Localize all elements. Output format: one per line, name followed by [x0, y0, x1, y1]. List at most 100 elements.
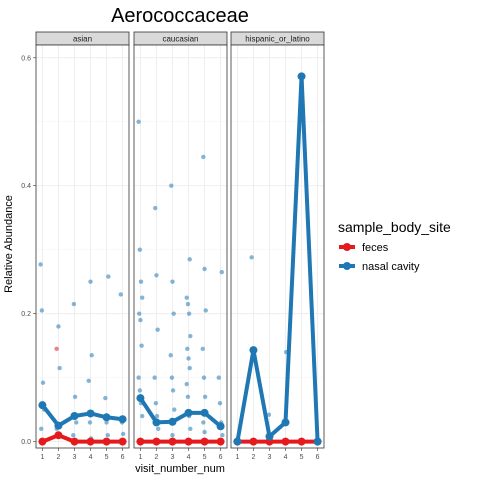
panel-background — [134, 45, 227, 448]
series-marker — [216, 422, 225, 431]
point-nasal-cavity — [103, 395, 108, 401]
series-marker — [200, 437, 209, 446]
facet-panel-hispanic_or_latino: hispanic_or_latino 1 2 3 4 5 6 — [230, 31, 325, 461]
chart-title: Aerococcaceae — [111, 5, 249, 27]
series-marker — [38, 401, 47, 410]
facet-panel-asian: asian 1 2 3 4 5 6 0.0 0.2 0.4 0.6 — [21, 31, 130, 461]
point-nasal-cavity — [170, 433, 175, 438]
series-marker — [313, 437, 322, 446]
series-marker — [265, 432, 274, 441]
series-marker — [70, 437, 79, 446]
x-tick-label: 4 — [187, 454, 191, 461]
point-nasal-cavity — [203, 308, 208, 313]
point-nasal-cavity — [184, 295, 189, 300]
x-tick-label: 5 — [203, 454, 207, 461]
series-marker — [249, 437, 258, 446]
legend-label: nasal cavity — [362, 261, 420, 273]
point-nasal-cavity — [106, 274, 111, 279]
point-nasal-cavity — [184, 381, 189, 387]
point-nasal-cavity — [56, 324, 61, 329]
point-nasal-cavity — [154, 273, 159, 278]
facet-strip-label: hispanic_or_latino — [245, 35, 310, 44]
point-nasal-cavity — [39, 426, 44, 432]
series-marker — [168, 417, 177, 426]
series-marker — [102, 437, 111, 446]
legend-key-marker — [343, 262, 351, 270]
point-nasal-cavity — [72, 394, 78, 400]
x-tick-label: 3 — [268, 454, 272, 461]
point-nasal-cavity — [186, 311, 192, 316]
point-nasal-cavity — [88, 279, 93, 284]
series-marker — [297, 72, 306, 81]
point-nasal-cavity — [170, 279, 175, 284]
point-nasal-cavity — [118, 292, 123, 297]
point-nasal-cavity — [200, 346, 205, 352]
series-marker — [152, 418, 161, 427]
panel-border — [35, 44, 130, 449]
x-tick-label: 1 — [40, 454, 44, 461]
point-nasal-cavity — [40, 380, 46, 385]
point-nasal-cavity — [266, 412, 272, 417]
series-marker — [297, 437, 306, 446]
point-nasal-cavity — [169, 375, 175, 380]
x-tick-label: 6 — [121, 454, 125, 461]
x-tick-label: 6 — [316, 454, 320, 461]
series-marker — [38, 437, 47, 446]
point-nasal-cavity — [120, 431, 126, 437]
point-nasal-cavity — [153, 205, 158, 211]
point-nasal-cavity — [172, 407, 177, 412]
series-marker — [249, 346, 258, 355]
series-marker — [86, 437, 95, 446]
point-nasal-cavity — [217, 401, 223, 406]
x-tick-label: 5 — [300, 454, 304, 461]
series-marker — [136, 394, 145, 403]
point-nasal-cavity — [39, 308, 45, 313]
point-feces — [54, 346, 59, 352]
point-nasal-cavity — [57, 365, 62, 371]
y-tick-label: 0.4 — [21, 183, 31, 190]
series-marker — [102, 413, 111, 422]
point-nasal-cavity — [185, 346, 190, 352]
point-nasal-cavity — [202, 429, 207, 435]
series-marker — [118, 437, 127, 446]
point-nasal-cavity — [140, 295, 145, 300]
point-nasal-cavity — [219, 269, 224, 275]
x-tick-label: 2 — [56, 454, 60, 461]
point-nasal-cavity — [170, 388, 176, 393]
point-nasal-cavity — [136, 119, 141, 124]
series-marker — [152, 437, 161, 446]
legend-title: sample_body_site — [338, 219, 451, 235]
point-nasal-cavity — [187, 257, 192, 262]
gridlines — [134, 45, 227, 448]
point-nasal-cavity — [188, 333, 193, 339]
series-nasal-cavity — [233, 72, 322, 446]
facet-panel-caucasian: caucasian 1 2 3 4 5 6 — [133, 31, 228, 461]
point-nasal-cavity — [137, 388, 143, 393]
point-nasal-cavity — [137, 311, 142, 316]
panel-background — [36, 45, 129, 448]
point-nasal-cavity — [138, 317, 143, 323]
legend-item-nasal-cavity: nasal cavity — [339, 261, 420, 273]
x-axis-ticks: 1 2 3 4 5 6 — [235, 448, 320, 461]
point-nasal-cavity — [136, 375, 141, 380]
facet-strip-label: asian — [73, 35, 92, 44]
series-line — [235, 74, 320, 444]
point-nasal-cavity — [188, 426, 193, 432]
series-marker — [200, 408, 209, 417]
y-tick-label: 0.0 — [21, 439, 31, 446]
point-nasal-cavity — [139, 343, 144, 348]
point-nasal-cavity — [185, 394, 191, 400]
series-marker — [184, 437, 193, 446]
series-marker — [54, 421, 63, 430]
point-nasal-cavity — [87, 420, 93, 425]
x-tick-label: 2 — [251, 454, 255, 461]
point-nasal-cavity — [187, 365, 192, 371]
point-nasal-cavity — [105, 433, 110, 438]
x-tick-label: 5 — [105, 454, 109, 461]
series-nasal-cavity — [38, 401, 127, 430]
series-marker — [281, 418, 290, 427]
x-tick-label: 1 — [138, 454, 142, 461]
x-tick-label: 1 — [235, 454, 239, 461]
point-nasal-cavity — [140, 413, 145, 419]
point-nasal-cavity — [202, 394, 208, 400]
